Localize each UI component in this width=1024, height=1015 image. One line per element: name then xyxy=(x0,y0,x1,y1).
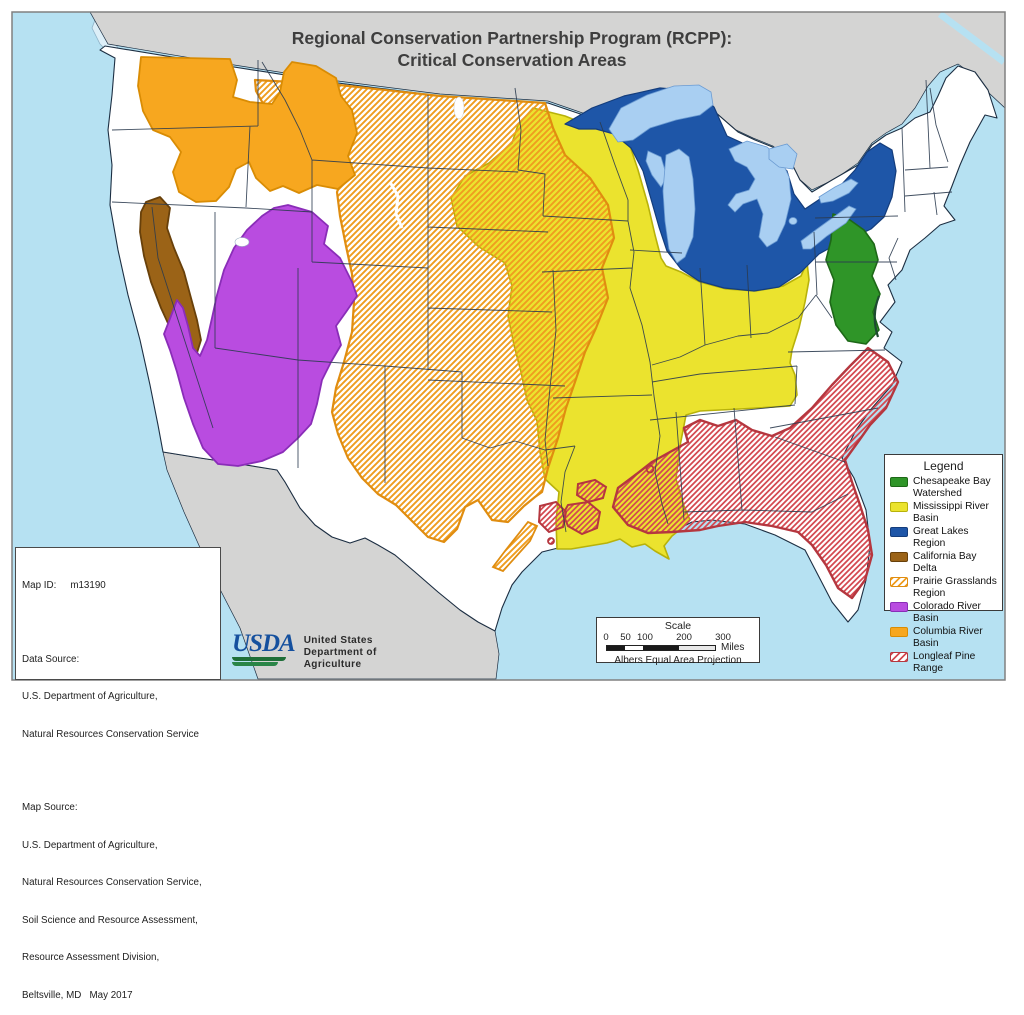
scale-bar: Scale 0 50 100 200 300 Miles Albers Equa… xyxy=(596,617,760,666)
legend-item-label: Colorado River Basin xyxy=(913,601,981,624)
georgian-bay xyxy=(768,143,798,170)
legend-title: Legend xyxy=(923,459,964,473)
longleaf-patch-dot-1 xyxy=(645,464,655,474)
region-longleaf-pine-range xyxy=(611,346,900,600)
data-source-line: U.S. Department of Agriculture, xyxy=(22,691,158,702)
usda-wordmark: USDA xyxy=(232,630,296,666)
region-prairie-coastal-sliver xyxy=(491,520,539,573)
scale-title: Scale xyxy=(664,620,692,632)
scale-bar-graphic: Miles xyxy=(606,642,759,653)
columbia-swatch xyxy=(890,627,908,637)
colorado-swatch xyxy=(890,602,908,612)
greatlakes-swatch xyxy=(890,527,908,537)
longleaf-patch-1 xyxy=(575,478,608,504)
state-boundaries xyxy=(111,60,953,533)
legend-item-label: Mississippi River Basin xyxy=(913,501,989,524)
scale-tick: 0 xyxy=(603,632,609,643)
lake-erie xyxy=(800,205,857,250)
legend-item-mississippi: Mississippi River Basin xyxy=(890,501,997,524)
legend-item-prairie: Prairie Grasslands Region xyxy=(890,576,997,599)
longleaf-patch-dot-2 xyxy=(547,537,555,545)
legend-item-chesapeake: Chesapeake Bay Watershed xyxy=(890,476,997,499)
region-chesapeake-bay-watershed xyxy=(825,213,881,345)
rcpp-map-page: { "title": { "line1": "Regional Conserva… xyxy=(11,11,1012,1001)
lake-michigan xyxy=(662,148,696,264)
legend-item-calbay: California Bay Delta xyxy=(890,551,997,574)
chesapeake-swatch xyxy=(890,477,908,487)
map-source-line: Soil Science and Resource Assessment, xyxy=(22,914,198,926)
map-title: Regional Conservation Partnership Progra… xyxy=(12,27,1012,71)
prairie-swatch xyxy=(890,577,908,587)
scale-tick: 300 xyxy=(715,632,731,643)
scale-unit: Miles xyxy=(721,642,745,653)
legend: Legend Chesapeake Bay Watershed Mississi… xyxy=(884,454,1003,674)
legend-item-longleaf: Longleaf Pine Range xyxy=(890,651,997,674)
map-info-box: Map ID: m13190 Data Source: U.S. Departme… xyxy=(15,547,221,1001)
legend-item-label: California Bay Delta xyxy=(913,551,977,574)
map-frame xyxy=(11,11,1006,681)
map-source-line: Resource Assessment Division, xyxy=(22,952,160,963)
map-source-line: Natural Resources Conservation Service, xyxy=(22,877,202,888)
scale-tick: 200 xyxy=(676,632,692,643)
usda-logo: USDA United States Department of Agricul… xyxy=(232,630,422,676)
legend-item-greatlakes: Great Lakes Region xyxy=(890,526,997,549)
scale-ticks: 0 50 100 200 300 xyxy=(603,632,731,643)
usda-acronym: USDA xyxy=(232,630,296,657)
chesapeake-bay-inlet xyxy=(873,295,881,338)
st-lawrence-river xyxy=(937,12,1005,65)
usda-org-name: United States Department of Agriculture xyxy=(304,635,377,671)
scale-tick: 50 xyxy=(620,632,631,643)
map-id: Map ID: m13190 xyxy=(22,580,214,593)
legend-item-label: Prairie Grasslands Region xyxy=(913,576,997,599)
region-prairie-grasslands xyxy=(253,78,616,544)
scale-tick: 100 xyxy=(637,632,653,643)
lake-ontario xyxy=(818,178,859,204)
great-lakes-water xyxy=(608,84,859,264)
lake-sakakawea xyxy=(453,96,465,120)
lake-st-clair xyxy=(788,217,798,225)
region-colorado-river-basin xyxy=(163,204,358,467)
green-bay xyxy=(645,150,668,188)
usda-swoosh-icon xyxy=(232,657,295,666)
map-id-label: Map ID: xyxy=(22,580,57,591)
region-columbia-river-basin xyxy=(137,56,358,203)
map-source-label: Map Source: xyxy=(22,802,78,813)
longleaf-patch-3 xyxy=(537,500,568,534)
usda-org-line: United States xyxy=(303,635,373,646)
scale-projection: Albers Equal Area Projection xyxy=(614,655,742,666)
great-salt-lake xyxy=(234,237,250,247)
legend-item-label: Columbia River Basin xyxy=(913,626,983,649)
legend-item-label: Longleaf Pine Range xyxy=(913,651,976,674)
calbay-swatch xyxy=(890,552,908,562)
usda-org-line: Department of xyxy=(303,647,377,658)
longleaf-swatch xyxy=(890,652,908,662)
lake-oahe xyxy=(388,181,404,229)
lake-superior xyxy=(608,84,714,143)
map-title-line2: Critical Conservation Areas xyxy=(397,50,627,70)
map-source-line: Beltsville, MD May 2017 xyxy=(22,989,133,1001)
us-map xyxy=(11,11,1006,681)
legend-item-colorado: Colorado River Basin xyxy=(890,601,997,624)
map-id-value: m13190 xyxy=(70,580,106,591)
legend-item-label: Chesapeake Bay Watershed xyxy=(913,476,991,499)
map-title-line1: Regional Conservation Partnership Progra… xyxy=(291,28,733,48)
data-source-label: Data Source: xyxy=(22,653,80,665)
legend-item-label: Great Lakes Region xyxy=(913,526,969,549)
usda-org-line: Agriculture xyxy=(303,659,362,670)
legend-item-columbia: Columbia River Basin xyxy=(890,626,997,649)
mississippi-swatch xyxy=(890,502,908,512)
map-source-line: U.S. Department of Agriculture, xyxy=(22,839,158,851)
data-source-line: Natural Resources Conservation Service xyxy=(22,728,199,740)
